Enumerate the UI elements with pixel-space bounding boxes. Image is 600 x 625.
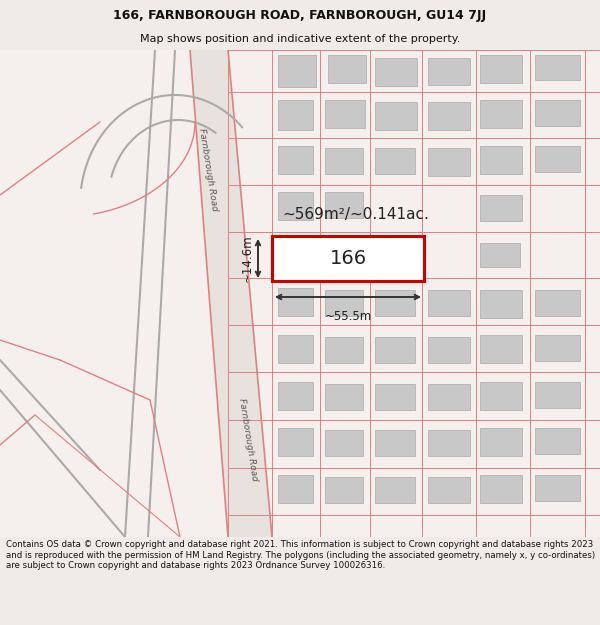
- Bar: [480, 100, 522, 128]
- Text: Farnborough Road: Farnborough Road: [197, 128, 219, 212]
- Bar: [278, 192, 313, 220]
- Text: 166: 166: [329, 249, 367, 268]
- Bar: [325, 192, 363, 218]
- Bar: [535, 428, 580, 454]
- Polygon shape: [190, 50, 272, 537]
- Bar: [278, 288, 313, 316]
- Text: ~14.6m: ~14.6m: [241, 234, 254, 282]
- Bar: [428, 477, 470, 503]
- Bar: [325, 477, 363, 503]
- Bar: [328, 55, 366, 83]
- Bar: [535, 475, 580, 501]
- Text: Contains OS data © Crown copyright and database right 2021. This information is : Contains OS data © Crown copyright and d…: [6, 540, 595, 570]
- Bar: [480, 55, 522, 83]
- Bar: [535, 382, 580, 408]
- Bar: [428, 148, 470, 176]
- Bar: [325, 100, 365, 128]
- Bar: [278, 335, 313, 363]
- Bar: [428, 58, 470, 85]
- Bar: [375, 430, 415, 456]
- Bar: [375, 290, 415, 316]
- Bar: [278, 55, 316, 87]
- Bar: [428, 384, 470, 410]
- Bar: [375, 337, 415, 363]
- Text: Map shows position and indicative extent of the property.: Map shows position and indicative extent…: [140, 34, 460, 44]
- Bar: [278, 100, 313, 130]
- Text: 166, FARNBOROUGH ROAD, FARNBOROUGH, GU14 7JJ: 166, FARNBOROUGH ROAD, FARNBOROUGH, GU14…: [113, 9, 487, 21]
- Bar: [375, 102, 417, 130]
- Bar: [535, 146, 580, 172]
- Bar: [428, 337, 470, 363]
- Bar: [480, 243, 520, 267]
- Bar: [375, 477, 415, 503]
- Bar: [278, 382, 313, 410]
- Bar: [428, 102, 470, 130]
- Bar: [375, 384, 415, 410]
- Bar: [535, 100, 580, 126]
- Bar: [375, 58, 417, 86]
- Bar: [480, 146, 522, 174]
- Text: ~569m²/~0.141ac.: ~569m²/~0.141ac.: [282, 206, 429, 221]
- Bar: [535, 335, 580, 361]
- Bar: [480, 475, 522, 503]
- Bar: [480, 195, 522, 221]
- Bar: [272, 236, 424, 281]
- Bar: [325, 430, 363, 456]
- Bar: [325, 148, 363, 174]
- Text: ~55.5m: ~55.5m: [325, 310, 371, 323]
- Bar: [325, 384, 363, 410]
- Bar: [428, 430, 470, 456]
- Bar: [325, 290, 363, 316]
- Bar: [535, 290, 580, 316]
- Bar: [278, 428, 313, 456]
- Bar: [480, 335, 522, 363]
- Bar: [278, 475, 313, 503]
- Bar: [535, 55, 580, 80]
- Bar: [428, 290, 470, 316]
- Bar: [480, 382, 522, 410]
- Text: Farnborough Road: Farnborough Road: [237, 398, 259, 482]
- Bar: [375, 148, 415, 174]
- Bar: [480, 428, 522, 456]
- Bar: [325, 337, 363, 363]
- Bar: [480, 290, 522, 318]
- Bar: [278, 146, 313, 174]
